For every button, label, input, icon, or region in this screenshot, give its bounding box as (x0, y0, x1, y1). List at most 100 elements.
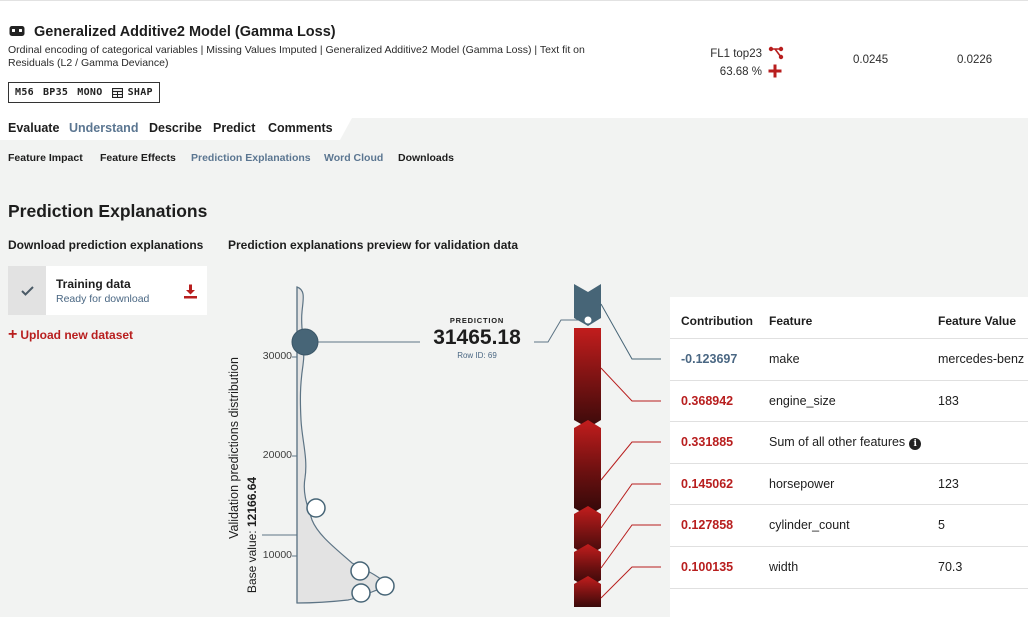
base-value-label: Base value: 12166.64 (245, 477, 259, 593)
feature-name: horsepower (769, 477, 835, 491)
model-blueprint-icon (9, 26, 25, 36)
download-heading: Download prediction explanations (8, 238, 204, 252)
feature-value: 70.3 (938, 560, 963, 574)
connector-engine-size (600, 367, 661, 402)
add-icon[interactable] (768, 64, 782, 78)
dataset-status: Ready for download (56, 293, 150, 305)
contribution-value: -0.123697 (681, 352, 738, 366)
tab-evaluate[interactable]: Evaluate (8, 121, 60, 135)
badge-shap-group: SHAP (111, 87, 153, 98)
upload-dataset-link[interactable]: + Upload new dataset (8, 326, 134, 343)
subtab-prediction-explanations[interactable]: Prediction Explanations (191, 152, 311, 164)
dataset-checkbox[interactable] (8, 266, 46, 315)
badge-model-number: M56 (15, 87, 34, 98)
prediction-summary: PREDICTION 31465.18 Row ID: 69 (420, 316, 534, 360)
feature-name-cell: Sum of all other features i (769, 435, 922, 450)
model-description: Ordinal encoding of categorical variable… (8, 44, 585, 69)
prediction-point[interactable] (291, 328, 319, 356)
dataset-card: Training data Ready for download (8, 266, 207, 315)
connector-other-features (600, 441, 661, 481)
connector-make (600, 303, 661, 360)
row-divider (670, 504, 1028, 505)
tab-comments[interactable]: Comments (268, 121, 333, 135)
waterfall-segment-cylinder-count[interactable] (574, 544, 601, 588)
row-divider (670, 421, 1028, 422)
download-icon[interactable] (183, 284, 198, 299)
feature-value: 5 (938, 518, 945, 532)
model-header: Generalized Additive2 Model (Gamma Loss)… (0, 0, 1028, 118)
tab-predict[interactable]: Predict (213, 121, 256, 135)
prediction-marker (583, 315, 593, 325)
feature-name: Sum of all other features (769, 435, 906, 449)
connector-cylinder-count (600, 524, 661, 569)
y-tick-label: 30000 (262, 350, 292, 362)
badge-shap: SHAP (127, 87, 153, 98)
prediction-to-waterfall-connector (534, 319, 588, 343)
sample-point[interactable] (306, 498, 326, 518)
waterfall-segment-make[interactable] (574, 284, 601, 326)
waterfall-segment-width[interactable] (574, 576, 601, 607)
feature-value: mercedes-benz (938, 352, 1025, 366)
feature-name: cylinder_count (769, 518, 850, 532)
featurelist-tree-icon[interactable] (768, 46, 784, 60)
sample-point[interactable] (351, 583, 371, 603)
column-header-feature-value: Feature Value (938, 314, 1017, 328)
feature-name: make (769, 352, 800, 366)
badge-monotonic: MONO (77, 87, 103, 98)
row-divider (670, 380, 1028, 381)
table-icon (111, 87, 123, 98)
row-divider (670, 463, 1028, 464)
checkmark-icon (20, 285, 34, 296)
badge-blueprint: BP35 (42, 87, 69, 98)
y-tick-label: 20000 (262, 449, 292, 461)
main-tabs-background (0, 118, 352, 140)
info-icon[interactable]: i (909, 438, 922, 450)
feature-name: width (769, 560, 799, 574)
column-header-feature: Feature (769, 314, 813, 328)
featurelist-info: FL1 top23 63.68 % (696, 45, 762, 81)
contribution-value: 0.331885 (681, 435, 734, 449)
sample-point[interactable] (375, 576, 395, 596)
featurelist-icons (768, 45, 786, 78)
sample-percent: 63.68 % (719, 66, 762, 78)
subtab-downloads[interactable]: Downloads (398, 152, 455, 164)
base-value-caption: Base value: (245, 530, 259, 594)
upload-dataset-label: Upload new dataset (20, 328, 134, 342)
feature-value: 183 (938, 394, 959, 408)
dataset-name: Training data (56, 277, 131, 291)
waterfall-segment-engine-size[interactable] (574, 328, 601, 428)
waterfall-segment-horsepower[interactable] (574, 506, 601, 556)
subtab-feature-impact[interactable]: Feature Impact (8, 152, 83, 164)
contribution-value: 0.368942 (681, 394, 734, 408)
contribution-value: 0.127858 (681, 518, 734, 532)
contribution-value: 0.145062 (681, 477, 734, 491)
prediction-label: PREDICTION (449, 316, 505, 325)
model-title[interactable]: Generalized Additive2 Model (Gamma Loss) (34, 24, 336, 40)
prediction-row-id: Row ID: 69 (457, 351, 497, 360)
row-divider (670, 588, 1028, 589)
prediction-value: 31465.18 (433, 326, 521, 349)
tab-understand[interactable]: Understand (69, 121, 139, 135)
model-badges: M56 BP35 MONO SHAP (8, 82, 160, 103)
sample-point[interactable] (350, 561, 370, 581)
connector-horsepower (600, 483, 661, 529)
waterfall-segment-other-features[interactable] (574, 420, 601, 516)
feature-value: 123 (938, 477, 959, 491)
explanations-table (670, 297, 1028, 617)
subtab-feature-effects[interactable]: Feature Effects (100, 152, 176, 164)
preview-heading: Prediction explanations preview for vali… (228, 238, 519, 252)
tab-describe[interactable]: Describe (149, 121, 202, 135)
feature-name: engine_size (769, 394, 836, 408)
featurelist-name[interactable]: FL1 top23 (710, 48, 762, 60)
y-tick-label: 10000 (262, 549, 292, 561)
plus-icon: + (8, 326, 18, 343)
main-tabs: Evaluate Understand Describe Predict Com… (0, 118, 1028, 140)
distribution-axis-title: Validation predictions distribution (227, 357, 241, 539)
column-header-contribution: Contribution (681, 314, 753, 328)
page-title: Prediction Explanations (8, 201, 208, 221)
base-value: 12166.64 (245, 476, 259, 527)
row-divider (670, 338, 1028, 339)
validation-metric: 0.0245 (853, 54, 889, 66)
subtab-word-cloud[interactable]: Word Cloud (324, 152, 384, 164)
